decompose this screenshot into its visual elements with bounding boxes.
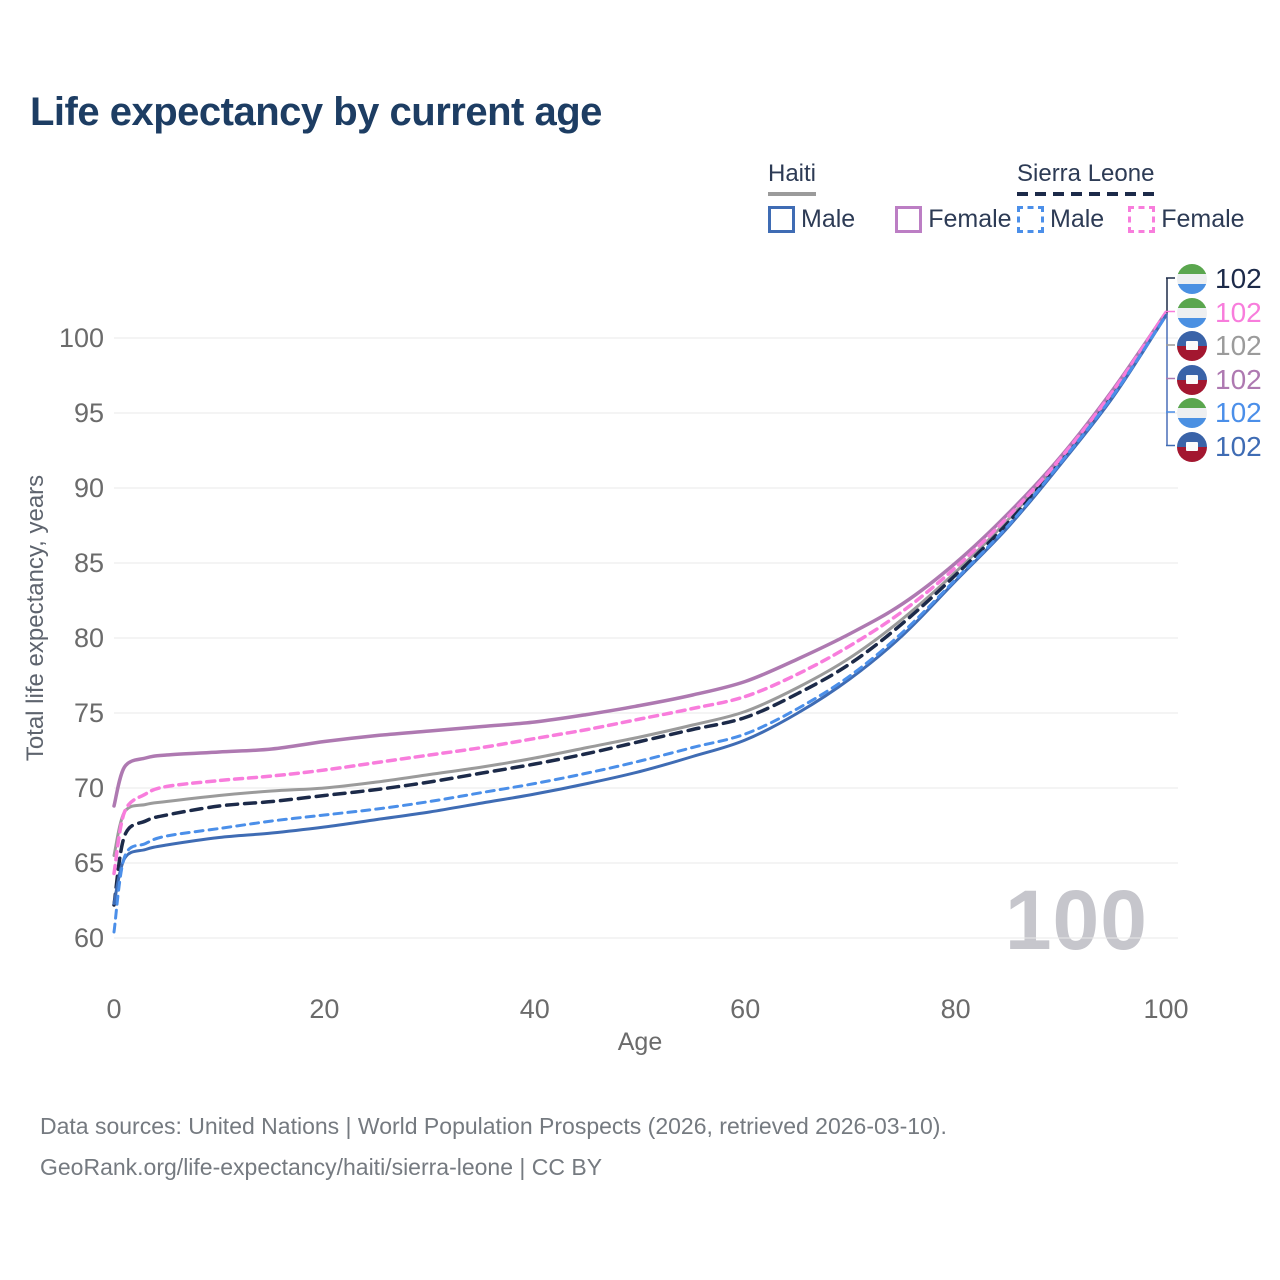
x-tick-label: 20 xyxy=(309,994,339,1024)
legend-group-sierra-leone: Sierra Leone Male Female xyxy=(1017,160,1245,234)
page-title: Life expectancy by current age xyxy=(30,90,602,134)
legend-item-label: Female xyxy=(928,205,1012,233)
y-tick-label: 80 xyxy=(74,623,104,653)
y-tick-label: 60 xyxy=(74,923,104,953)
sierra-leone-female-swatch-icon xyxy=(1128,206,1156,233)
footer-note: Data sources: United Nations | World Pop… xyxy=(40,1106,947,1188)
legend-item-sierra-leone-male[interactable]: Male xyxy=(1017,205,1104,234)
series-line-haiti-female[interactable] xyxy=(112,310,1168,808)
legend-header-haiti: Haiti xyxy=(768,160,817,196)
legend-header-sierra-leone: Sierra Leone xyxy=(1017,160,1155,196)
legend-title-sierra-leone: Sierra Leone xyxy=(1017,160,1155,187)
y-tick-label: 70 xyxy=(74,773,104,803)
legend-item-label: Female xyxy=(1161,205,1245,233)
y-axis-title: Total life expectancy, years xyxy=(22,474,49,762)
legend-item-label: Male xyxy=(1050,205,1105,233)
current-age-watermark: 100 xyxy=(1004,873,1148,967)
x-tick-label: 0 xyxy=(106,994,121,1024)
y-tick-label: 90 xyxy=(74,473,104,503)
legend-title-haiti: Haiti xyxy=(768,160,817,187)
x-tick-label: 100 xyxy=(1143,994,1188,1024)
legend-item-haiti-male[interactable]: Male xyxy=(768,205,855,234)
y-tick-label: 100 xyxy=(59,323,104,353)
x-tick-label: 40 xyxy=(520,994,550,1024)
y-tick-label: 75 xyxy=(74,698,104,728)
haiti-male-swatch-icon xyxy=(768,206,795,233)
series-line-haiti-both[interactable] xyxy=(112,312,1168,857)
series-line-haiti-male[interactable] xyxy=(112,314,1168,905)
legend-item-label: Male xyxy=(801,205,856,233)
series-line-sierra-leone-male[interactable] xyxy=(112,314,1168,934)
y-tick-label: 85 xyxy=(74,548,104,578)
x-tick-label: 60 xyxy=(730,994,760,1024)
series-line-sierra-leone-female[interactable] xyxy=(112,310,1168,876)
legend-item-haiti-female[interactable]: Female xyxy=(895,205,1012,234)
series-line-sierra-leone-both[interactable] xyxy=(112,312,1168,907)
sierra-leone-male-swatch-icon xyxy=(1017,206,1044,233)
y-tick-label: 95 xyxy=(74,398,104,428)
x-axis-title: Age xyxy=(617,1028,663,1056)
legend-solid-line-sample xyxy=(768,192,817,196)
legend-dashed-line-sample xyxy=(1017,192,1155,196)
footer-datasources: Data sources: United Nations | World Pop… xyxy=(40,1113,947,1139)
legend-item-sierra-leone-female[interactable]: Female xyxy=(1128,205,1245,234)
footer-url: GeoRank.org/life-expectancy/haiti/sierra… xyxy=(40,1154,603,1180)
haiti-female-swatch-icon xyxy=(895,206,923,233)
y-tick-label: 65 xyxy=(74,848,104,878)
legend-group-haiti: Haiti Male Female xyxy=(768,160,1012,234)
x-tick-label: 80 xyxy=(941,994,971,1024)
